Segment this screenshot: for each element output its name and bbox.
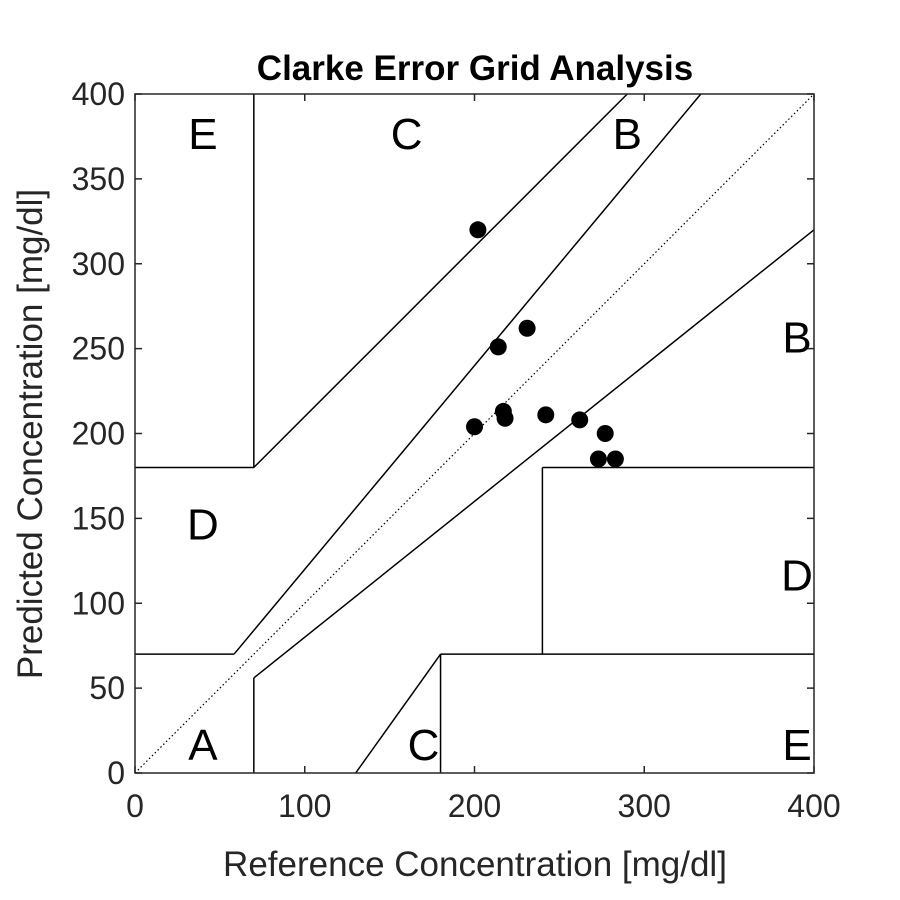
data-point: [518, 319, 536, 337]
zone-boundary-line: [253, 93, 628, 468]
zone-boundary-line: [233, 629, 255, 655]
data-point: [571, 411, 589, 429]
zone-boundary-line: [253, 93, 702, 631]
x-axis-label: Reference Concentration [mg/dl]: [223, 845, 727, 884]
data-point: [589, 450, 607, 468]
y-tick-label: 50: [89, 670, 125, 706]
y-tick-label: 250: [72, 331, 125, 367]
region-label: E: [782, 721, 811, 770]
region-label: A: [188, 721, 218, 770]
y-tick-label: 100: [72, 585, 125, 621]
chart-title: Clarke Error Grid Analysis: [257, 49, 693, 88]
region-label: C: [391, 110, 423, 159]
x-tick-label: 100: [278, 788, 331, 824]
y-tick-label: 200: [72, 416, 125, 452]
region-label: B: [613, 110, 642, 159]
x-tick-label: 400: [787, 788, 840, 824]
data-point: [489, 338, 507, 356]
x-tick-label: 300: [618, 788, 671, 824]
data-point: [537, 406, 555, 424]
region-label: D: [187, 500, 219, 549]
x-tick-label: 0: [126, 788, 144, 824]
region-label: C: [408, 721, 440, 770]
data-point: [606, 450, 624, 468]
plot-area: 0 100 200 300 400 0 50 100 150 200 250 300 350 400 E C B…: [72, 76, 841, 824]
data-point: [596, 425, 614, 442]
region-label: E: [188, 110, 217, 159]
zone-boundary-line: [355, 653, 442, 774]
y-tick-label: 400: [72, 76, 125, 112]
x-tick-label: 200: [448, 788, 501, 824]
y-tick-label: 0: [107, 755, 125, 791]
y-tick-label: 150: [72, 500, 125, 536]
region-label: D: [781, 551, 813, 600]
data-point: [469, 221, 487, 239]
data-point: [496, 409, 514, 427]
y-axis-label: Predicted Concentration [mg/dl]: [11, 189, 50, 679]
y-tick-label: 350: [72, 161, 125, 197]
region-label: B: [782, 314, 811, 363]
y-tick-label: 300: [72, 246, 125, 282]
zone-boundary-line: [253, 229, 815, 679]
data-point: [466, 418, 483, 436]
